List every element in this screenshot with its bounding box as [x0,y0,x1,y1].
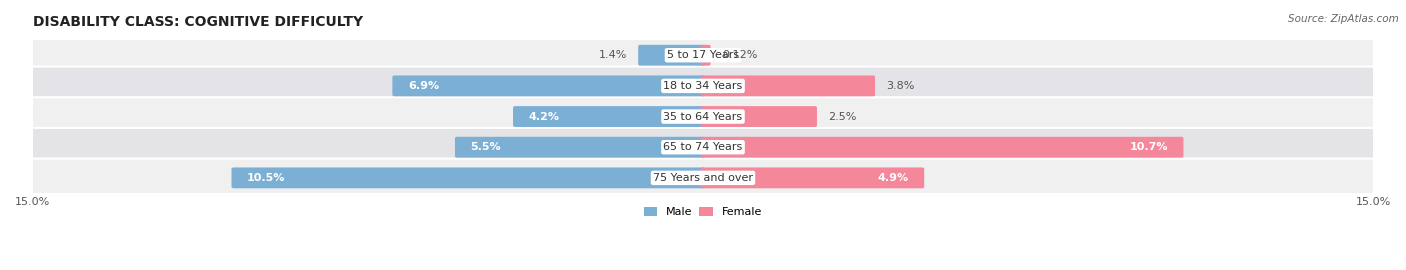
FancyBboxPatch shape [25,36,1381,75]
FancyBboxPatch shape [392,75,706,96]
Text: 65 to 74 Years: 65 to 74 Years [664,142,742,152]
FancyBboxPatch shape [700,45,710,66]
Text: 1.4%: 1.4% [599,50,627,60]
Text: 5 to 17 Years: 5 to 17 Years [666,50,740,60]
FancyBboxPatch shape [25,97,1381,136]
FancyBboxPatch shape [638,45,706,66]
Text: 75 Years and over: 75 Years and over [652,173,754,183]
Text: 18 to 34 Years: 18 to 34 Years [664,81,742,91]
Text: DISABILITY CLASS: COGNITIVE DIFFICULTY: DISABILITY CLASS: COGNITIVE DIFFICULTY [32,15,363,29]
FancyBboxPatch shape [513,106,706,127]
Text: 10.5%: 10.5% [247,173,285,183]
Text: 6.9%: 6.9% [408,81,439,91]
FancyBboxPatch shape [700,106,817,127]
Text: 3.8%: 3.8% [886,81,915,91]
Text: 10.7%: 10.7% [1129,142,1168,152]
Text: 4.2%: 4.2% [529,112,560,122]
FancyBboxPatch shape [25,67,1381,105]
Text: 4.9%: 4.9% [877,173,908,183]
Text: 0.12%: 0.12% [721,50,758,60]
Text: 5.5%: 5.5% [471,142,501,152]
Text: Source: ZipAtlas.com: Source: ZipAtlas.com [1288,14,1399,23]
FancyBboxPatch shape [232,167,706,188]
Text: 2.5%: 2.5% [828,112,856,122]
FancyBboxPatch shape [25,128,1381,167]
Legend: Male, Female: Male, Female [640,202,766,221]
Text: 35 to 64 Years: 35 to 64 Years [664,112,742,122]
FancyBboxPatch shape [700,137,1184,158]
FancyBboxPatch shape [700,167,924,188]
FancyBboxPatch shape [25,158,1381,197]
FancyBboxPatch shape [700,75,875,96]
FancyBboxPatch shape [456,137,706,158]
